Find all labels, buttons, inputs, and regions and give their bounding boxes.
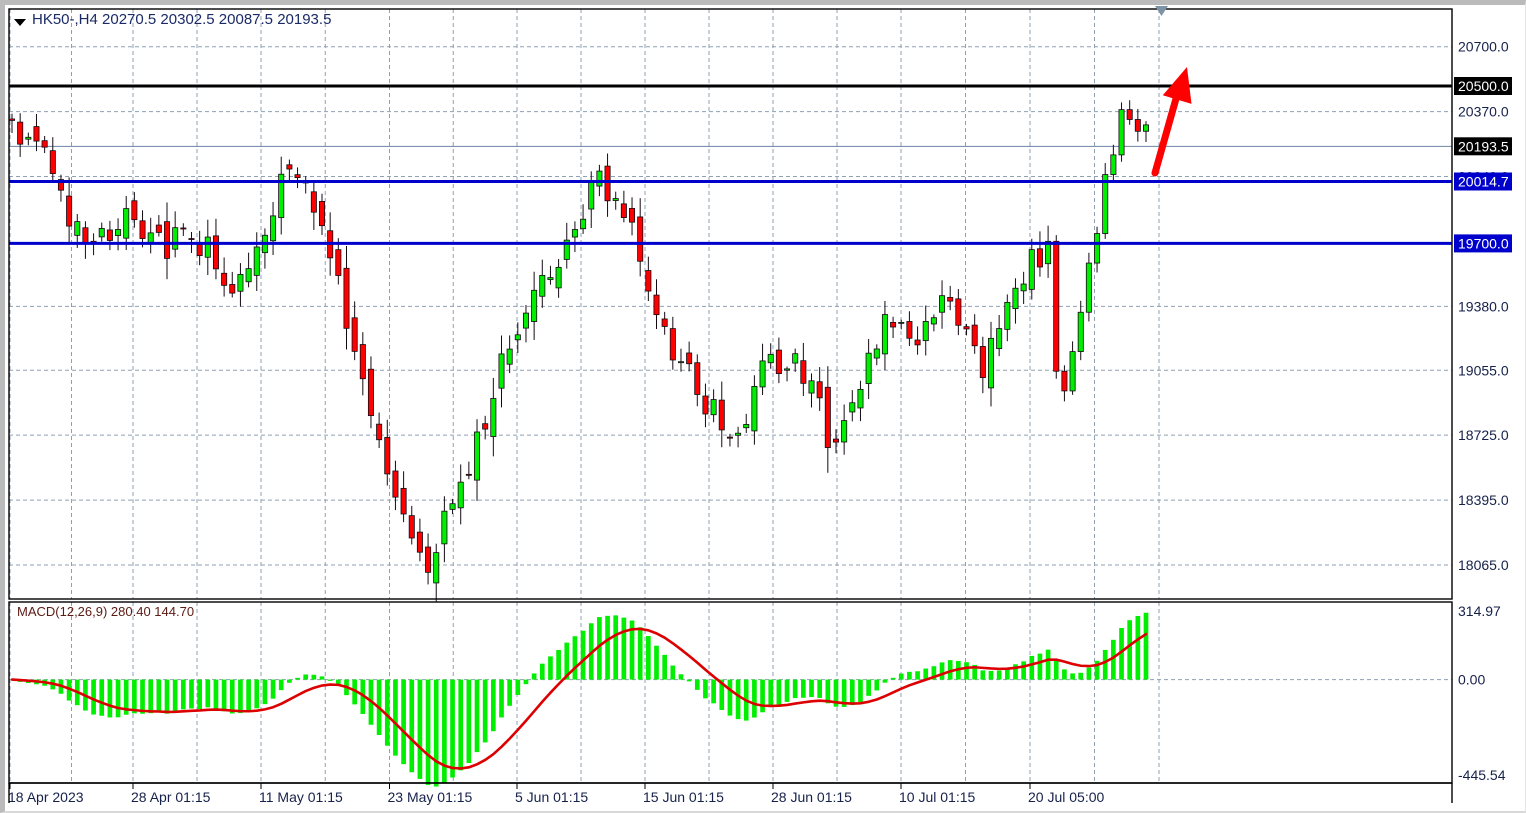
svg-text:10 Jul 01:15: 10 Jul 01:15	[899, 789, 975, 805]
svg-text:MACD(12,26,9) 280.40 144.70: MACD(12,26,9) 280.40 144.70	[17, 604, 194, 619]
svg-text:19700.0: 19700.0	[1458, 235, 1509, 251]
svg-text:20193.5: 20193.5	[1458, 138, 1509, 154]
svg-text:23 May 01:15: 23 May 01:15	[388, 789, 473, 805]
svg-text:15 Jun 01:15: 15 Jun 01:15	[643, 789, 724, 805]
svg-text:18 Apr 2023: 18 Apr 2023	[8, 789, 84, 805]
svg-text:HK50-,H4 20270.5 20302.5 2008: HK50-,H4 20270.5 20302.5 20087.5 20193.5	[32, 11, 331, 28]
svg-text:20500.0: 20500.0	[1458, 78, 1509, 94]
svg-text:-445.54: -445.54	[1458, 767, 1506, 783]
svg-text:0.00: 0.00	[1458, 672, 1485, 688]
svg-text:18395.0: 18395.0	[1458, 492, 1509, 508]
svg-text:20014.7: 20014.7	[1458, 174, 1509, 190]
svg-text:5 Jun 01:15: 5 Jun 01:15	[515, 789, 588, 805]
svg-text:20 Jul 05:00: 20 Jul 05:00	[1028, 789, 1104, 805]
svg-text:18065.0: 18065.0	[1458, 557, 1509, 573]
svg-text:19055.0: 19055.0	[1458, 362, 1509, 378]
svg-text:20370.0: 20370.0	[1458, 104, 1509, 120]
svg-text:28 Apr 01:15: 28 Apr 01:15	[131, 789, 211, 805]
svg-text:11 May 01:15: 11 May 01:15	[259, 789, 343, 805]
svg-text:18725.0: 18725.0	[1458, 427, 1509, 443]
svg-text:19380.0: 19380.0	[1458, 298, 1509, 314]
svg-text:28 Jun 01:15: 28 Jun 01:15	[771, 789, 852, 805]
svg-text:20700.0: 20700.0	[1458, 39, 1509, 55]
svg-text:314.97: 314.97	[1458, 603, 1501, 619]
